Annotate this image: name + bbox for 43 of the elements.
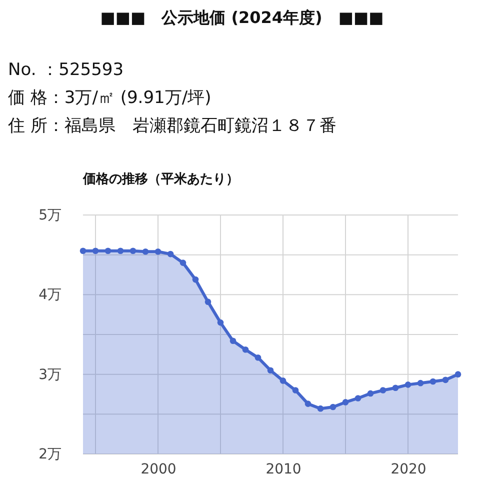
text: No. ：525593 [8, 59, 125, 82]
point [367, 390, 374, 397]
chart-subtitle: 価格の推移（平米あたり） [82, 172, 239, 187]
point [304, 400, 312, 407]
x-tick-label: 2020 [390, 462, 426, 478]
point [130, 248, 136, 254]
point [167, 250, 174, 258]
point [380, 387, 386, 394]
point [154, 248, 162, 255]
point [454, 371, 462, 378]
y-tick-label: 4万 [38, 287, 62, 304]
point [392, 384, 399, 392]
point [280, 378, 286, 384]
point [254, 354, 262, 361]
point [204, 298, 212, 305]
point [230, 338, 236, 344]
point [342, 399, 349, 406]
point [317, 405, 324, 412]
point [442, 376, 449, 384]
point [354, 395, 362, 402]
point [80, 248, 86, 254]
point [142, 248, 149, 255]
point [292, 387, 299, 394]
point [267, 367, 274, 374]
point [330, 404, 336, 410]
y-tick-label: 2万 [38, 446, 62, 462]
text: 価 格：3万/㎡ (9.91万/坪) [8, 87, 212, 110]
point [430, 378, 436, 385]
point [92, 248, 99, 254]
point [417, 380, 424, 386]
point [180, 260, 186, 266]
point [192, 276, 199, 283]
x-tick-label: 2010 [266, 462, 302, 478]
chart-title: ■■■ 公示地価 (2024年度) ■■■ [99, 8, 385, 29]
x-tick-label: 2000 [140, 462, 176, 478]
point [217, 319, 224, 326]
y-tick-label: 3万 [38, 366, 62, 383]
point [104, 248, 112, 254]
point [404, 382, 412, 388]
text: 住 所：福島県 岩瀬郡鏡石町鏡沼１８７番 [8, 115, 336, 138]
point [117, 248, 124, 254]
point [242, 346, 249, 353]
y-tick-label: 5万 [38, 208, 62, 224]
